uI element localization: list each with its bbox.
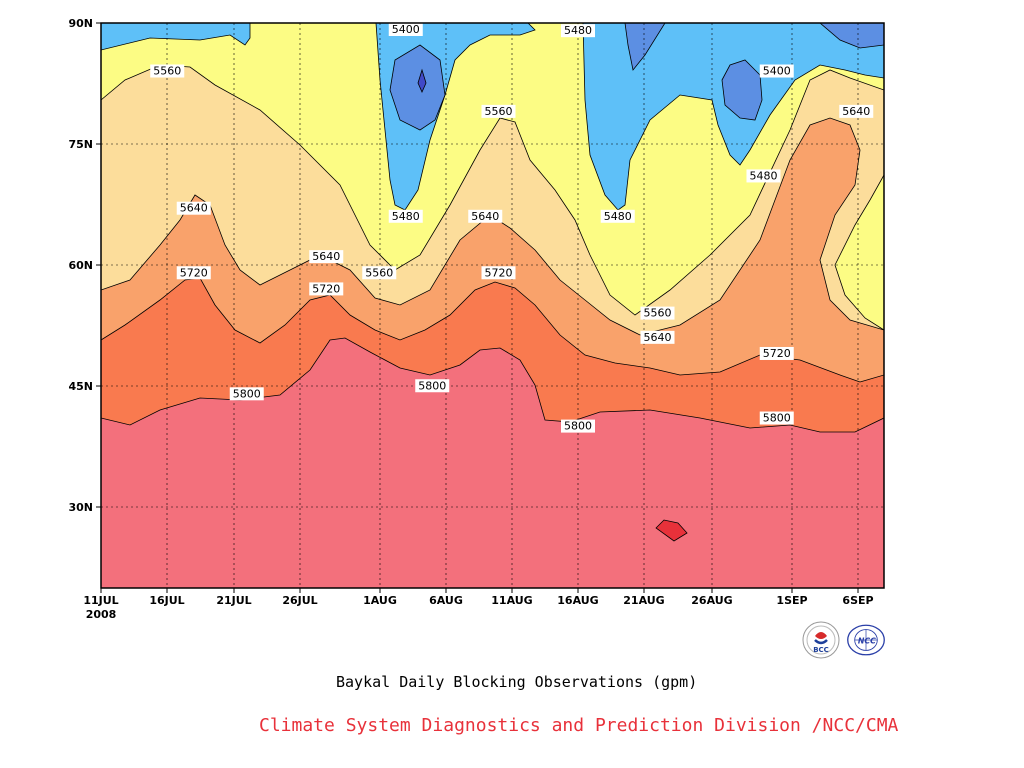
contour-label-bg	[415, 379, 450, 393]
contour-label: 5480	[564, 24, 592, 37]
contour-label: 5800	[233, 387, 261, 400]
contour-label-bg	[746, 169, 781, 183]
y-tick-labels: 30N 45N 60N 75N 90N	[68, 17, 93, 514]
contour-label-bg	[561, 419, 595, 433]
contour-label: 5640	[471, 210, 499, 223]
contour-label: 5400	[392, 23, 420, 36]
x-tick-labels: 11JUL 16JUL 21JUL 26JUL 1AUG 6AUG 11AUG …	[83, 594, 873, 621]
y-tick-label: 60N	[68, 259, 93, 272]
band-5320-5400	[389, 23, 884, 131]
contour-label-bg	[839, 104, 874, 118]
x-tick-label: 1AUG	[363, 594, 397, 607]
x-tick-label: 21JUL	[216, 594, 251, 607]
x-tick-label: 26AUG	[691, 594, 732, 607]
contour-labels: 5400 5480 5400 5560 5560 5640 5480 5640 5480 5640…	[150, 23, 874, 433]
contour-label-bg	[759, 346, 794, 360]
contour-label-bg	[176, 266, 211, 280]
contour-label-bg	[759, 64, 794, 78]
contour-label: 5640	[842, 105, 870, 118]
y-tick-label: 30N	[68, 501, 93, 514]
contour-label: 5480	[392, 210, 420, 223]
contour-label: 5560	[485, 105, 513, 118]
contour-label: 5720	[312, 282, 340, 295]
x-tick-label: 11AUG	[491, 594, 532, 607]
contour-label: 5480	[750, 169, 778, 182]
contour-label-bg	[150, 64, 185, 78]
contour-label-bg	[481, 266, 516, 280]
contour-label: 5800	[763, 412, 791, 425]
contour-label: 5400	[763, 65, 791, 78]
y-tick-label: 45N	[68, 380, 93, 393]
contour-label-bg	[640, 306, 675, 320]
contour-label: 5480	[604, 210, 632, 223]
contour-label: 5720	[763, 347, 791, 360]
contour-label: 5560	[644, 307, 672, 320]
x-axis-ticks	[100, 588, 859, 593]
x-tick-label: 11JUL	[83, 594, 118, 607]
contour-label-bg	[388, 209, 423, 223]
band-above-5880	[655, 519, 688, 542]
contour-label-bg	[640, 330, 675, 344]
credit-line: Climate System Diagnostics and Predictio…	[259, 715, 899, 736]
x-tick-label: 16JUL	[149, 594, 184, 607]
x-tick-label: 6SEP	[842, 594, 873, 607]
x-tick-label: 21AUG	[623, 594, 664, 607]
x-year-label: 2008	[86, 608, 117, 621]
contour-label: 5560	[365, 266, 393, 279]
x-tick-label: 6AUG	[429, 594, 463, 607]
contour-label: 5800	[564, 420, 592, 433]
y-axis-ticks	[96, 22, 101, 508]
contour-label: 5720	[180, 266, 208, 279]
contour-label-bg	[388, 23, 423, 36]
band-5800-5880	[101, 337, 884, 588]
contour-label-bg	[362, 266, 397, 280]
plot-frame	[100, 22, 885, 589]
chart-title: Baykal Daily Blocking Observations (gpm)	[336, 673, 698, 691]
grid-lines	[101, 23, 884, 588]
contour-label: 5640	[312, 250, 340, 263]
y-tick-label: 75N	[68, 138, 93, 151]
svg-text:BCC: BCC	[813, 646, 829, 654]
x-tick-label: 16AUG	[557, 594, 598, 607]
contour-label-bg	[561, 24, 595, 38]
contour-label-bg	[176, 201, 211, 215]
svg-text:NCC: NCC	[858, 636, 876, 645]
contour-label-bg	[229, 387, 264, 401]
band-5400-5480	[101, 23, 884, 211]
x-tick-label: 1SEP	[776, 594, 807, 607]
contour-label: 5800	[418, 379, 446, 392]
band-below-5320	[417, 68, 427, 93]
contour-label-bg	[468, 209, 503, 223]
x-tick-label: 26JUL	[282, 594, 317, 607]
ncc-logo-icon: NCC	[847, 624, 885, 656]
contour-label: 5640	[180, 202, 208, 215]
contour-label-bg	[309, 250, 344, 264]
y-tick-label: 90N	[68, 17, 93, 30]
contour-label: 5640	[644, 331, 672, 344]
contour-label-bg	[309, 282, 344, 296]
bcc-logo-icon: BCC	[802, 621, 840, 659]
contour-label: 5560	[153, 65, 181, 78]
contour-label: 5720	[485, 266, 513, 279]
contour-label-bg	[600, 209, 635, 223]
contour-label-bg	[759, 411, 794, 425]
contour-label-bg	[481, 104, 516, 118]
